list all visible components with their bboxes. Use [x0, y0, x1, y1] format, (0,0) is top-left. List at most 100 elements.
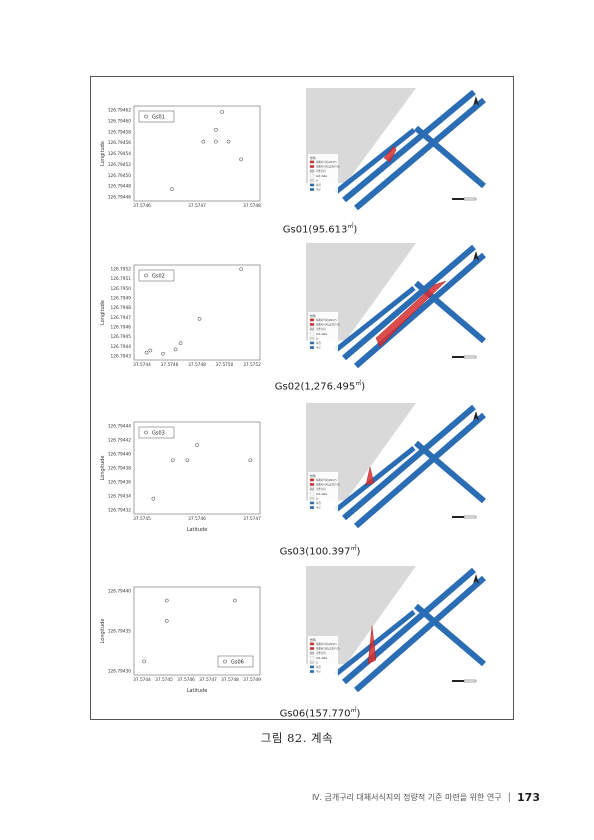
scatter-svg: 126.79462 126.79460 126.79458 126.79456 126.… [100, 105, 261, 209]
y-tick-label: 126.7947 [110, 315, 131, 321]
figure-caption: 그림 82. 계속 [260, 731, 334, 745]
data-point [195, 443, 199, 447]
map-legend-item: 하천 [316, 665, 321, 669]
map-legend-item: 수로 [316, 670, 321, 674]
x-tick-label: 37.5748 [243, 203, 261, 209]
scale-bar [452, 680, 464, 682]
map-legend-item: 하천 [316, 341, 321, 345]
data-point [239, 267, 243, 272]
y-tick-label: 126.79444 [108, 424, 132, 430]
map-legend-item: GiS data [316, 174, 327, 178]
data-point [170, 458, 175, 463]
y-tick-label: 126.7944 [110, 344, 131, 350]
x-tick-label: 37.5747 [188, 203, 206, 209]
map-legend-swatch [309, 174, 315, 178]
waterway-main [342, 567, 476, 685]
data-point [232, 598, 237, 603]
waterway-branch [414, 440, 486, 504]
waterway-branch [414, 125, 486, 189]
y-tick-label: 126.7951 [110, 276, 131, 282]
map-legend-swatch [309, 660, 315, 664]
waterway-parallel [354, 575, 486, 692]
map-legend-swatch [309, 183, 315, 187]
map-legend-item: GiS data [316, 332, 327, 336]
map-legend-swatch [309, 642, 315, 646]
legend-marker [144, 114, 148, 119]
y-tick-label: 126.79446 [108, 195, 132, 201]
y-tick-label: 126.79434 [108, 494, 132, 500]
north-arrow-icon [473, 96, 479, 106]
map-legend-item: 논 [316, 496, 319, 500]
scale-bar [463, 515, 477, 519]
map-legend-swatch [309, 670, 315, 673]
map-legend-item: 하천 [316, 501, 321, 505]
x-tick-label: 37.5752 [243, 362, 261, 368]
map-legend-swatch [309, 647, 315, 650]
y-tick-label: 126.7948 [110, 305, 131, 311]
y-tick-label: 126.79448 [108, 184, 132, 190]
scale-bar [452, 356, 464, 358]
caption-gs03: Gs03(100.397㎡) [279, 545, 361, 558]
waterway-branch [414, 603, 486, 667]
y-tick-label: 126.7945 [110, 334, 131, 340]
map-legend-swatch [309, 336, 315, 340]
scatter-plot-gs02: 126.7952 126.7951 126.7950 126.7949 126.7948… [94, 262, 264, 372]
habitat-area [367, 625, 377, 665]
y-tick-label: 126.7949 [110, 296, 131, 302]
y-tick-label: 126.79436 [108, 480, 132, 486]
map-legend-swatch [309, 492, 315, 496]
map-legend-swatch [309, 346, 315, 349]
data-point [214, 139, 218, 144]
north-arrow-icon [473, 251, 479, 261]
map-legend-item: 기존습지 [316, 487, 326, 491]
page-number: 173 [517, 791, 540, 804]
waterway-main [342, 404, 476, 521]
scatter-svg: 126.7952 126.7951 126.7950 126.7949 126.7948… [100, 264, 261, 368]
y-tick-label: 126.79435 [108, 629, 132, 635]
map-legend-item: 대체서식지(금개구리) [316, 483, 340, 487]
y-axis-label: Longitude [100, 456, 106, 481]
map-legend-item: 대체서식지(2017) [316, 160, 337, 164]
map-legend-item: 하천 [316, 183, 321, 187]
map-legend-item: 대체서식지(금개구리) [316, 323, 340, 327]
waterway-main [342, 244, 476, 361]
map-legend-item: 대체서식지(금개구리) [316, 647, 340, 651]
y-tick-label: 126.79440 [108, 452, 132, 458]
y-tick-label: 126.79456 [108, 140, 132, 146]
map-legend-swatch [309, 506, 315, 509]
x-tick-label: 37.5748 [188, 362, 206, 368]
map-legend-item: 대체서식지(금개구리) [316, 165, 340, 169]
map-legend-swatch [309, 341, 315, 345]
map-legend-title: 범례 [310, 155, 316, 160]
map-legend-title: 범례 [310, 473, 316, 478]
map-legend-item: GiS data [316, 492, 327, 496]
map-legend-swatch [309, 165, 315, 168]
map-legend-item: 기존습지 [316, 651, 326, 655]
y-axis-label: Longitude [100, 141, 106, 166]
legend-label: Gs06 [231, 660, 244, 666]
x-tick-label: 37.5746 [133, 203, 151, 209]
habitat-area [383, 145, 397, 163]
map-legend-swatch [309, 665, 315, 669]
x-tick-label: 37.5745 [155, 677, 173, 683]
map-legend-swatch [309, 169, 315, 173]
waterway-parallel [354, 252, 486, 368]
data-point [178, 341, 183, 345]
map-legend-swatch [309, 501, 315, 505]
data-point [197, 316, 202, 321]
y-tick-label: 126.79458 [108, 129, 132, 135]
map-legend-swatch [309, 323, 315, 326]
caption-gs02: Gs02(1,276.495㎡) [274, 380, 366, 393]
footer-separator: | [507, 792, 512, 803]
x-tick-label: 37.5744 [133, 362, 151, 368]
legend-box [217, 655, 254, 668]
legend-box [138, 110, 175, 123]
map-legend-swatch [309, 160, 315, 164]
y-tick-label: 126.79440 [108, 589, 132, 595]
caption-gs01: Gs01(95.613㎡) [282, 223, 358, 236]
data-point [201, 139, 206, 144]
